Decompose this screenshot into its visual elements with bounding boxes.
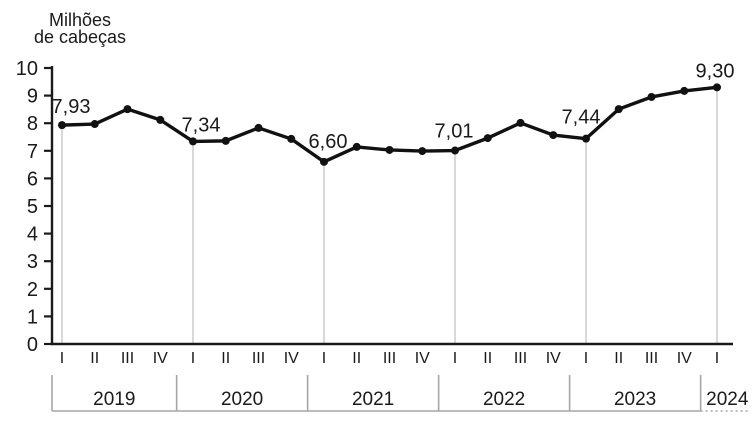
data-point — [156, 115, 165, 124]
quarter-tick-label: IV — [153, 350, 168, 367]
quarter-tick-label: III — [121, 350, 134, 367]
quarter-tick-label: IV — [284, 350, 299, 367]
quarter-tick-label: IV — [546, 350, 561, 367]
data-point — [221, 136, 230, 145]
data-point-label: 7,34 — [182, 114, 221, 136]
quarter-tick-label: II — [483, 350, 492, 367]
data-point — [549, 131, 558, 140]
year-label: 2019 — [93, 389, 135, 410]
data-point — [614, 105, 623, 114]
data-point — [483, 134, 492, 143]
quarter-tick-label: II — [352, 350, 361, 367]
y-tick-label: 5 — [27, 196, 38, 218]
quarter-tick-label: I — [322, 350, 326, 367]
quarter-tick-label: I — [715, 350, 719, 367]
quarter-tick-label: III — [645, 350, 658, 367]
y-axis-title-line2: de cabeças — [33, 27, 127, 47]
y-tick-label: 4 — [27, 224, 38, 246]
data-point — [516, 118, 525, 127]
data-point — [647, 92, 656, 101]
data-point — [352, 142, 361, 151]
data-point — [287, 134, 296, 143]
year-label: 2023 — [614, 389, 656, 410]
quarter-tick-label: III — [252, 350, 265, 367]
quarter-tick-label: I — [453, 350, 457, 367]
y-tick-label: 1 — [27, 306, 38, 328]
data-point — [680, 86, 689, 95]
quarter-tick-label: IV — [677, 350, 692, 367]
data-point — [385, 145, 394, 154]
quarter-tick-label: IV — [415, 350, 430, 367]
data-point — [90, 120, 99, 129]
quarter-tick-label: II — [90, 350, 99, 367]
quarter-tick-label: II — [614, 350, 623, 367]
y-tick-label: 7 — [27, 141, 38, 163]
data-point — [713, 83, 721, 92]
data-point-label: 7,01 — [435, 121, 474, 143]
y-tick-label: 2 — [27, 279, 38, 301]
data-point — [123, 105, 132, 114]
year-label: 2020 — [221, 389, 263, 410]
y-tick-label: 9 — [27, 86, 38, 108]
data-point — [320, 157, 328, 166]
y-tick-label: 3 — [27, 251, 38, 273]
data-point-label: 9,30 — [696, 60, 735, 82]
y-axis-title: Milhões de cabeças — [24, 10, 136, 47]
quarter-tick-label: I — [191, 350, 195, 367]
y-tick-label: 10 — [16, 58, 38, 80]
quarter-tick-label: III — [383, 350, 396, 367]
data-point — [418, 147, 427, 156]
quarter-tick-label: I — [60, 350, 64, 367]
quarter-tick-label: III — [514, 350, 527, 367]
data-point — [58, 121, 66, 130]
y-tick-label: 6 — [27, 168, 38, 190]
data-point — [451, 146, 459, 155]
data-point — [582, 134, 590, 143]
y-tick-label: 0 — [27, 334, 38, 356]
year-label: 2021 — [352, 389, 394, 410]
year-label: 2024 — [706, 389, 749, 410]
data-point-label: 6,60 — [309, 131, 348, 153]
y-axis-title-line1: Milhões — [48, 10, 112, 30]
data-point-label: 7,44 — [562, 107, 601, 129]
data-point-label: 7,93 — [52, 96, 91, 118]
year-label: 2022 — [483, 389, 525, 410]
quarter-tick-label: II — [221, 350, 230, 367]
data-point — [189, 137, 197, 146]
y-tick-label: 8 — [27, 113, 38, 135]
quarter-tick-label: I — [584, 350, 588, 367]
data-point — [254, 123, 263, 132]
